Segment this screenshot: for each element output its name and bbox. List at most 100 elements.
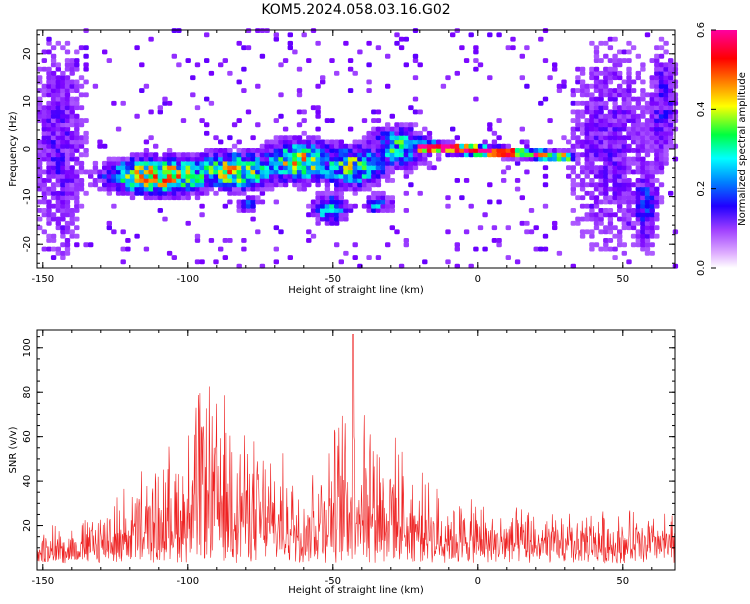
spectrogram-cell <box>635 199 641 205</box>
spectrogram-cell <box>473 143 479 149</box>
spectrogram-cell <box>468 203 474 209</box>
spectrogram-cell <box>115 126 122 132</box>
spectrogram-cell <box>468 143 474 149</box>
spectrogram-cell <box>612 182 618 188</box>
spectrogram-cell <box>589 165 595 171</box>
spectrogram-cell <box>46 203 52 209</box>
spectrogram-cell <box>269 186 275 192</box>
spectrogram-cell <box>273 32 279 38</box>
spectrogram-cell <box>598 216 604 222</box>
spectrogram-cell <box>403 242 409 248</box>
spectrogram-cell <box>64 66 71 72</box>
spectrogram-cell <box>589 203 595 209</box>
spectrogram-cell <box>227 182 233 188</box>
spectrogram-cell <box>635 113 641 119</box>
spectrogram-cell <box>190 165 196 171</box>
spectrogram-cell <box>64 40 71 46</box>
spectrogram-cell <box>403 126 409 132</box>
spectrogram-cell <box>589 156 595 162</box>
spectrogram-cell <box>329 169 335 175</box>
spectrogram-cell <box>343 216 349 222</box>
spectrogram-cell <box>278 160 284 166</box>
spectrogram-cell <box>621 173 627 179</box>
spectrogram-cell <box>644 178 651 183</box>
spectrogram-cell <box>644 233 651 239</box>
spectrogram-cell <box>473 148 479 153</box>
spectrogram-cell <box>575 122 581 128</box>
spectrogram-cell <box>115 165 122 171</box>
spectrogram-cell <box>74 173 80 179</box>
spectrogram-cell <box>589 246 595 252</box>
spectrogram-cell <box>241 173 247 179</box>
spectrogram-cell <box>663 152 669 158</box>
spectrogram-cell <box>663 113 669 119</box>
spectrogram-cell <box>55 250 61 256</box>
spectrogram-cell <box>426 160 433 166</box>
spectrogram-cell <box>371 109 377 115</box>
spectrogram-cell <box>111 169 117 175</box>
spectrogram-cell <box>505 165 511 171</box>
spectrogram-cell <box>213 148 219 153</box>
spectrogram-cell <box>306 58 312 63</box>
spectrogram-cell <box>626 92 632 98</box>
spectrogram-cell <box>584 122 590 128</box>
spectrogram-cell <box>190 160 196 166</box>
spectrogram-cell <box>338 190 344 196</box>
spectrogram-cell <box>654 195 660 201</box>
spectrogram-cell <box>64 113 71 119</box>
spectrogram-cell <box>176 62 182 68</box>
spectrogram-cell <box>584 135 590 141</box>
spectrogram-cell <box>658 70 665 76</box>
spectrogram-cell <box>278 135 284 141</box>
spectrogram-cell <box>658 75 665 81</box>
spectrogram-cell <box>250 186 256 192</box>
spectrogram-cell <box>329 199 335 205</box>
spectrogram-cell <box>566 165 572 171</box>
spectrogram-cell <box>375 109 382 115</box>
spectrogram-cell <box>255 83 261 89</box>
spectrogram-cell <box>644 203 651 209</box>
spectrogram-cell <box>97 139 103 145</box>
spectrogram-cell <box>593 135 600 141</box>
spectrogram-cell <box>50 165 57 171</box>
spectrogram-cell <box>385 199 391 205</box>
spectrogram-cell <box>649 160 655 166</box>
spectrogram-cell <box>375 143 382 149</box>
spectrogram-cell <box>644 190 651 196</box>
spectrogram-cell <box>570 152 576 158</box>
spectrogram-cell <box>227 173 233 179</box>
spectrogram-cell <box>621 100 627 106</box>
spectrogram-cell <box>371 160 377 166</box>
spectrogram-cell <box>561 152 567 158</box>
spectrogram-cell <box>603 135 609 141</box>
spectrogram-cell <box>538 100 544 106</box>
spectrogram-cell <box>644 220 651 226</box>
spectrogram-cell <box>375 148 382 153</box>
spectrogram-cell <box>69 233 75 239</box>
spectrogram-cell <box>366 160 372 166</box>
spectrogram-cell <box>166 178 173 183</box>
spectrogram-cell <box>213 182 219 188</box>
spectrogram-cell <box>259 53 266 59</box>
spectrogram-cell <box>598 135 604 141</box>
spectrogram-cell <box>296 92 303 98</box>
spectrogram-cell <box>649 190 655 196</box>
spectrogram-cell <box>69 186 75 192</box>
spectrogram-cell <box>310 135 317 141</box>
spectrogram-cell <box>273 143 279 149</box>
spectrogram-cell <box>380 156 386 162</box>
spectrogram-cell <box>185 182 191 188</box>
spectrogram-cell <box>64 92 71 98</box>
spectrogram-cell <box>654 122 660 128</box>
spectrogram-cell <box>199 190 205 196</box>
spectrogram-cell <box>593 242 600 248</box>
spectrogram-cell <box>570 182 576 188</box>
spectrogram-cell <box>292 165 298 171</box>
spectrogram-cell <box>296 139 303 145</box>
spectrogram-cell <box>640 130 646 136</box>
spectrogram-cell <box>412 139 419 145</box>
spectrogram-cell <box>264 148 270 153</box>
spectrogram-cell <box>64 148 71 153</box>
spectrogram-cell <box>626 203 632 209</box>
spectrogram-cell <box>199 186 205 192</box>
